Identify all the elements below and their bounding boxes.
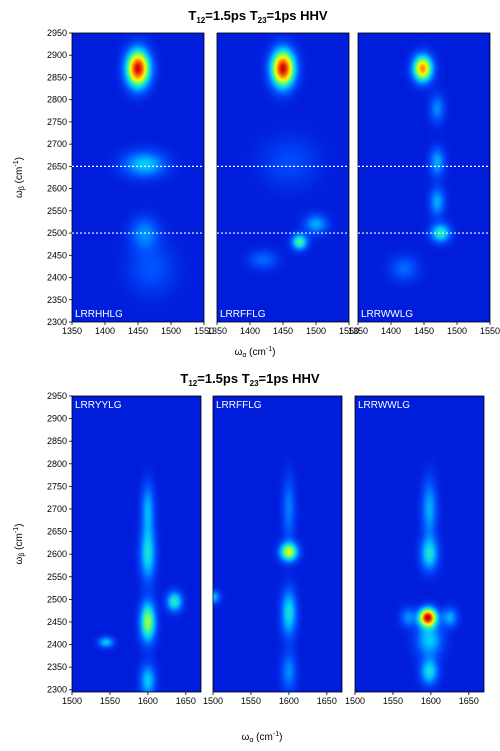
bottom-chart: T12=1.5ps T23=1ps HHV 2300 2350 2400 2450 250… [13, 371, 485, 744]
x-tick-label: 1600 [138, 696, 158, 706]
x-tick-label: 1400 [240, 326, 260, 336]
y-tick-label: 2400 [47, 640, 67, 650]
x-tick-label: 1650 [459, 696, 479, 706]
y-axis-label: ωβ (cm-1) [13, 157, 26, 198]
y-tick-label: 2750 [47, 117, 67, 127]
heatmap-image [217, 33, 349, 322]
y-tick-label: 2850 [47, 436, 67, 446]
panel-label: LRRWWLG [361, 309, 413, 320]
y-tick-label: 2300 [47, 685, 67, 695]
x-tick-label: 1450 [128, 326, 148, 336]
y-tick-label: 2500 [47, 594, 67, 604]
y-axis-label: ωβ (cm-1) [13, 524, 26, 565]
y-tick-label: 2900 [47, 414, 67, 424]
x-tick-label: 1450 [273, 326, 293, 336]
x-tick-label: 1650 [317, 696, 337, 706]
y-tick-label: 2500 [47, 228, 67, 238]
x-tick-label: 1650 [176, 696, 196, 706]
panel-label: LRRHHLG [75, 309, 123, 320]
x-tick-label: 1450 [414, 326, 434, 336]
y-tick-label: 2650 [47, 527, 67, 537]
x-tick-label: 1550 [480, 326, 500, 336]
x-tick-label: 1550 [194, 326, 214, 336]
y-tick-label: 2650 [47, 161, 67, 171]
panel-label: LRRFFLG [220, 309, 266, 320]
y-tick-label: 2550 [47, 572, 67, 582]
x-tick-label: 1500 [161, 326, 181, 336]
panel-frame [71, 395, 202, 693]
x-tick-label: 1600 [279, 696, 299, 706]
chart-title: T12=1.5ps T23=1ps HHV [180, 371, 320, 388]
x-tick-label: 1350 [62, 326, 82, 336]
y-tick-label: 2700 [47, 139, 67, 149]
y-tick-label: 2950 [47, 28, 67, 38]
y-tick-label: 2700 [47, 504, 67, 514]
x-tick-label: 1500 [203, 696, 223, 706]
y-tick-label: 2950 [47, 391, 67, 401]
x-axis-label: ωα (cm-1) [235, 346, 276, 359]
x-tick-label: 1350 [348, 326, 368, 336]
x-tick-label: 1500 [345, 696, 365, 706]
y-tick-label: 2350 [47, 295, 67, 305]
y-tick-label: 2800 [47, 459, 67, 469]
x-tick-label: 1500 [447, 326, 467, 336]
y-tick-label: 2450 [47, 250, 67, 260]
x-tick-label: 1550 [100, 696, 120, 706]
y-tick-label: 2850 [47, 72, 67, 82]
heatmap-image [358, 33, 490, 322]
x-tick-label: 1600 [421, 696, 441, 706]
y-tick-label: 2600 [47, 549, 67, 559]
y-tick-label: 2550 [47, 206, 67, 216]
x-tick-label: 1500 [62, 696, 82, 706]
y-tick-label: 2900 [47, 50, 67, 60]
x-tick-label: 1550 [339, 326, 359, 336]
x-axis-label: ωα (cm-1) [242, 731, 283, 744]
panel-label: LRRWWLG [358, 400, 410, 411]
x-tick-label: 1350 [207, 326, 227, 336]
y-tick-label: 2750 [47, 481, 67, 491]
panel-label: LRRFFLG [216, 400, 262, 411]
x-tick-label: 1500 [306, 326, 326, 336]
y-tick-label: 2800 [47, 95, 67, 105]
y-tick-label: 2300 [47, 317, 67, 327]
x-tick-label: 1400 [381, 326, 401, 336]
panel-frame [212, 395, 343, 693]
chart-title: T12=1.5ps T23=1ps HHV [188, 8, 328, 25]
x-tick-label: 1550 [241, 696, 261, 706]
x-tick-label: 1400 [95, 326, 115, 336]
heatmap-image [72, 396, 201, 692]
panel-frame [354, 395, 485, 693]
heatmap-image [213, 396, 342, 692]
x-tick-label: 1550 [383, 696, 403, 706]
top-chart: T12=1.5ps T23=1ps HHV 2300 2350 2400 2450 250… [13, 8, 500, 359]
y-tick-label: 2400 [47, 273, 67, 283]
panel-label: LRRYYLG [75, 400, 122, 411]
y-tick-label: 2600 [47, 184, 67, 194]
y-tick-label: 2350 [47, 662, 67, 672]
heatmap-image [72, 33, 204, 322]
heatmap-image [355, 396, 484, 692]
y-tick-label: 2450 [47, 617, 67, 627]
